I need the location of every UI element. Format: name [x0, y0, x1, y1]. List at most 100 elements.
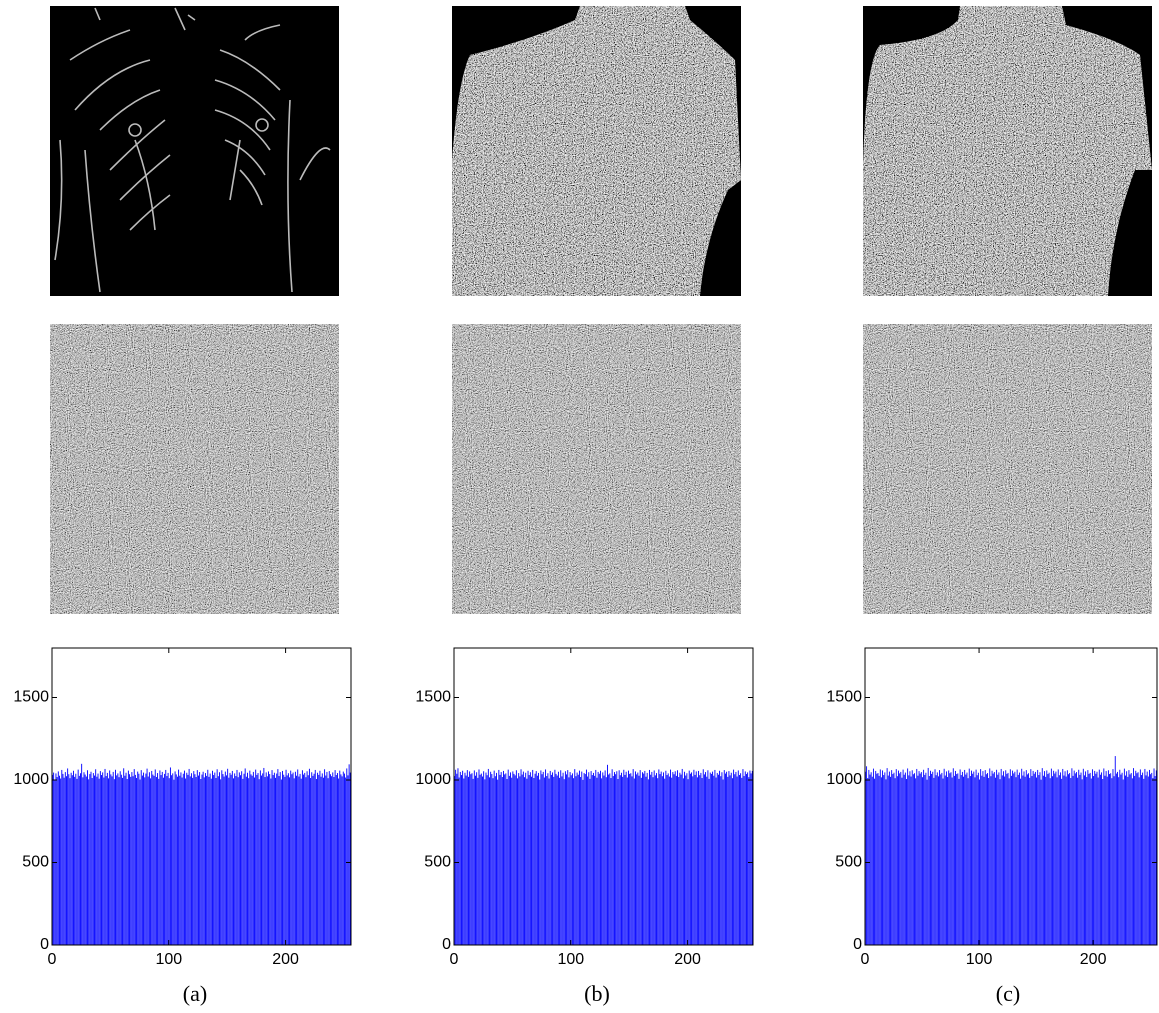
histogram-bar — [934, 769, 936, 945]
histogram-bar — [141, 775, 143, 945]
histogram-bar — [675, 775, 677, 945]
histogram-bar — [1139, 769, 1141, 945]
histogram-bar — [62, 773, 64, 945]
histogram-bar — [977, 772, 979, 945]
histogram-bar — [729, 775, 731, 945]
histogram-bar — [167, 772, 169, 945]
histogram-bar — [591, 775, 593, 945]
edge-lines — [54, 7, 331, 293]
histogram-bar — [279, 772, 281, 945]
histogram-bar — [869, 774, 871, 945]
x-tick-label: 100 — [966, 951, 993, 968]
histogram-bar — [604, 770, 606, 945]
histogram-bar — [1084, 775, 1085, 945]
histogram-bar — [1145, 775, 1147, 945]
histogram-bar — [589, 778, 591, 945]
histogram-bar — [525, 772, 527, 945]
histogram-bar — [1028, 773, 1029, 945]
histogram-bar — [1106, 776, 1108, 945]
histogram-bar — [608, 774, 610, 945]
histogram-bar — [534, 773, 536, 945]
histogram-bar — [710, 773, 712, 945]
histogram-bar — [632, 769, 634, 945]
histogram-bar — [633, 778, 635, 945]
histogram-bar — [716, 773, 718, 945]
histogram-bar — [657, 778, 659, 945]
histogram-bar — [293, 778, 295, 945]
histogram-bar — [208, 776, 210, 945]
histogram-bar — [1057, 769, 1059, 945]
histogram-bar — [944, 775, 946, 945]
histogram-bar — [972, 773, 974, 945]
histogram-bar — [522, 771, 524, 945]
histogram-bar — [991, 770, 993, 945]
histogram-bar — [343, 773, 345, 945]
histogram-bar — [89, 774, 91, 945]
histogram-bar — [515, 770, 517, 945]
histogram-bar — [1105, 771, 1107, 945]
histogram-bar — [727, 776, 729, 945]
histogram-bar — [636, 774, 638, 945]
histogram-bar — [1029, 777, 1031, 945]
histogram-bar — [953, 775, 955, 945]
histogram-bar — [653, 770, 655, 945]
histogram-bar — [458, 777, 460, 945]
histogram-bar — [967, 778, 969, 945]
x-tick-label: 0 — [48, 951, 57, 968]
histogram-bar — [871, 776, 873, 945]
histogram-bar — [1056, 777, 1058, 945]
histogram-bar — [640, 777, 642, 945]
histogram-bar — [596, 777, 598, 945]
histogram-bar — [291, 774, 293, 945]
histogram-bar — [677, 770, 678, 945]
histogram-bar — [738, 775, 740, 945]
histogram-bar — [1114, 756, 1116, 945]
histogram-bar — [252, 771, 254, 945]
histogram-bar — [1049, 778, 1051, 945]
histogram-bar — [1069, 773, 1071, 945]
histogram-bar — [321, 773, 323, 945]
histogram-bar — [182, 773, 184, 945]
histogram-bar — [998, 772, 1000, 945]
histogram-bar — [1133, 768, 1134, 945]
histogram-bar — [255, 769, 257, 945]
histogram-bar — [528, 775, 530, 945]
histogram-bar — [210, 778, 212, 945]
histogram-bar — [139, 779, 141, 945]
histogram-bar — [470, 774, 472, 945]
histogram-bar — [665, 770, 667, 945]
histogram-bar — [709, 772, 711, 945]
histogram-bar — [265, 772, 267, 945]
histogram-bar — [1046, 770, 1048, 945]
histogram-bar — [1155, 770, 1157, 945]
histogram-bar — [224, 771, 226, 945]
histogram-bar — [131, 772, 133, 945]
histogram-bar — [127, 770, 129, 945]
histogram-bar — [886, 768, 888, 945]
histogram-bar — [866, 766, 868, 945]
histogram-bar — [545, 769, 547, 945]
histogram-bar — [938, 776, 939, 945]
histogram-bar — [222, 774, 224, 945]
histogram-bar — [990, 776, 992, 945]
histogram-bar — [1146, 771, 1148, 945]
histogram-bar — [138, 773, 140, 945]
histogram-bar — [903, 774, 905, 945]
histogram-bar — [1012, 770, 1014, 945]
histogram-bar — [1026, 774, 1028, 945]
histogram-bar — [152, 774, 154, 945]
histogram-bar — [513, 773, 515, 945]
histogram-bar — [902, 769, 904, 945]
histogram-bar — [338, 778, 340, 945]
histogram-bar — [459, 771, 461, 945]
histogram-bar — [469, 771, 471, 945]
histogram-bar — [1113, 776, 1115, 945]
histogram-bar — [463, 778, 465, 945]
histogram-bar — [588, 772, 590, 945]
histogram-bar — [503, 770, 504, 945]
histogram-bar — [908, 775, 910, 945]
histogram-bar — [1065, 776, 1067, 945]
histogram-bar — [132, 776, 134, 945]
histogram-bar — [479, 774, 481, 945]
